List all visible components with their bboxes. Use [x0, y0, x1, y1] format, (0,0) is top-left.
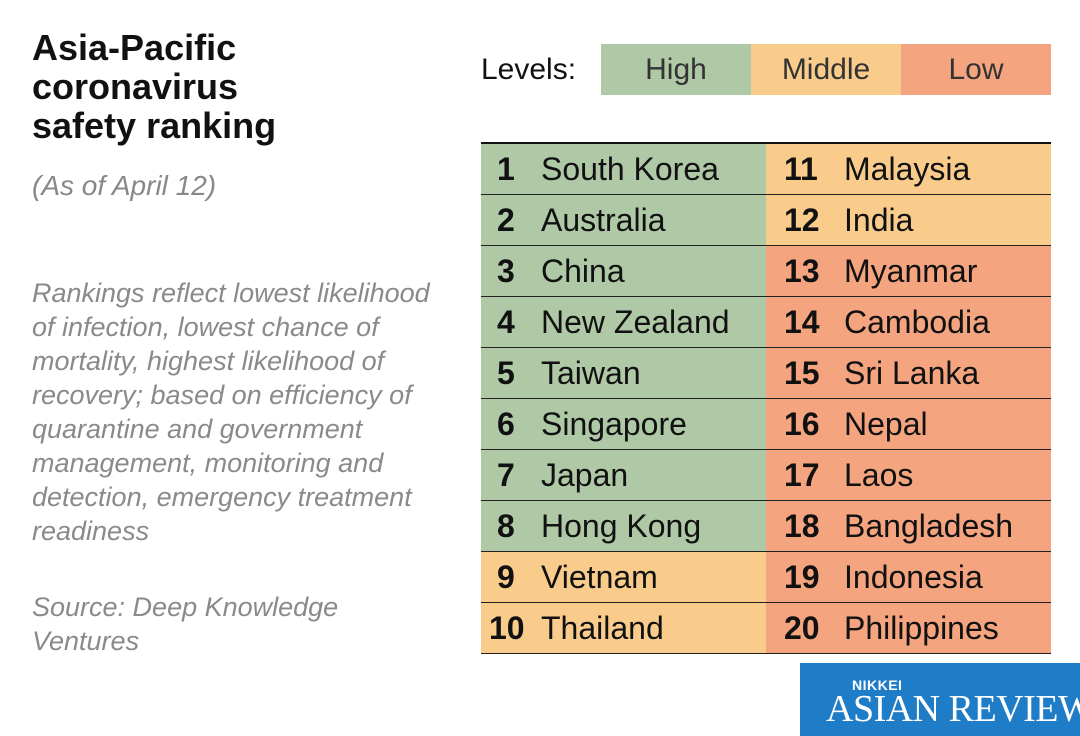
country-name: Taiwan [541, 354, 641, 391]
table-row: 9 Vietnam 19 Indonesia [481, 552, 1051, 603]
country-name: Singapore [541, 405, 687, 442]
rank-number: 4 [497, 303, 515, 340]
country-name: Hong Kong [541, 507, 702, 544]
legend-middle: Middle [751, 44, 901, 95]
ranking-cell: 7 Japan [481, 450, 766, 500]
rank-number: 16 [784, 405, 820, 442]
table-row: 5 Taiwan 15 Sri Lanka [481, 348, 1051, 399]
ranking-cell: 17 Laos [766, 450, 1051, 500]
ranking-cell: 20 Philippines [766, 603, 1051, 653]
table-row: 10 Thailand 20 Philippines [481, 603, 1051, 654]
table-row: 8 Hong Kong 18 Bangladesh [481, 501, 1051, 552]
country-name: Cambodia [844, 303, 990, 340]
country-name: Sri Lanka [844, 354, 980, 391]
country-name: Myanmar [844, 252, 978, 289]
rank-number: 20 [784, 609, 820, 646]
rank-number: 8 [497, 507, 515, 544]
ranking-cell: 3 China [481, 246, 766, 296]
ranking-cell: 1 South Korea [481, 144, 766, 194]
table-row: 1 South Korea 11 Malaysia [481, 144, 1051, 195]
ranking-cell: 19 Indonesia [766, 552, 1051, 602]
level-legend: Levels: High Middle Low [481, 44, 1051, 95]
legend-high: High [601, 44, 751, 95]
rank-number: 18 [784, 507, 820, 544]
rank-number: 1 [497, 150, 515, 187]
legend-label: Levels: [481, 52, 577, 86]
rank-number: 14 [784, 303, 820, 340]
ranking-cell: 15 Sri Lanka [766, 348, 1051, 398]
ranking-cell: 11 Malaysia [766, 144, 1051, 194]
country-name: New Zealand [541, 303, 730, 340]
rank-number: 15 [784, 354, 820, 391]
country-name: India [844, 201, 914, 238]
ranking-cell: 5 Taiwan [481, 348, 766, 398]
logo-top-text: NIKKEI [852, 677, 903, 693]
rank-number: 9 [497, 558, 515, 595]
ranking-cell: 6 Singapore [481, 399, 766, 449]
country-name: South Korea [541, 150, 719, 187]
rank-number: 3 [497, 252, 515, 289]
rank-number: 11 [784, 150, 818, 187]
ranking-cell: 13 Myanmar [766, 246, 1051, 296]
table-row: 4 New Zealand 14 Cambodia [481, 297, 1051, 348]
rank-number: 19 [784, 558, 820, 595]
table-row: 2 Australia 12 India [481, 195, 1051, 246]
country-name: Malaysia [844, 150, 971, 187]
ranking-cell: 8 Hong Kong [481, 501, 766, 551]
nikkei-asian-review-logo: NIKKEI ASIAN REVIEW [800, 663, 1080, 736]
country-name: Bangladesh [844, 507, 1014, 544]
country-name: Indonesia [844, 558, 983, 595]
subtitle: (As of April 12) [32, 170, 217, 201]
country-name: Nepal [844, 405, 928, 442]
ranking-cell: 9 Vietnam [481, 552, 766, 602]
country-name: China [541, 252, 625, 289]
rank-number: 5 [497, 354, 515, 391]
country-name: Japan [541, 456, 629, 493]
country-name: Vietnam [541, 558, 658, 595]
rank-number: 2 [497, 201, 515, 238]
ranking-cell: 10 Thailand [481, 603, 766, 653]
legend-low: Low [901, 44, 1051, 95]
ranking-cell: 4 New Zealand [481, 297, 766, 347]
table-row: 7 Japan 17 Laos [481, 450, 1051, 501]
table-row: 3 China 13 Myanmar [481, 246, 1051, 297]
country-name: Australia [541, 201, 666, 238]
source-note: Source: Deep Knowledge Ventures [32, 592, 339, 656]
ranking-cell: 2 Australia [481, 195, 766, 245]
rank-number: 7 [497, 456, 515, 493]
ranking-cell: 16 Nepal [766, 399, 1051, 449]
rank-number: 12 [784, 201, 820, 238]
rank-number: 17 [784, 456, 820, 493]
ranking-cell: 14 Cambodia [766, 297, 1051, 347]
table-row: 6 Singapore 16 Nepal [481, 399, 1051, 450]
rank-number: 6 [497, 405, 515, 442]
country-name: Thailand [541, 609, 664, 646]
page-title: Asia-Pacific coronavirus safety ranking [32, 27, 277, 146]
ranking-cell: 18 Bangladesh [766, 501, 1051, 551]
ranking-table: 1 South Korea 11 Malaysia 2 Australia 12 India 3… [481, 142, 1051, 654]
ranking-cell: 12 India [766, 195, 1051, 245]
rank-number: 13 [784, 252, 820, 289]
rank-number: 10 [489, 609, 525, 646]
country-name: Philippines [844, 609, 999, 646]
methodology-note: Rankings reflect lowest likelihood of in… [32, 278, 430, 546]
logo-main-text: ASIAN REVIEW [826, 688, 1080, 730]
country-name: Laos [844, 456, 914, 493]
